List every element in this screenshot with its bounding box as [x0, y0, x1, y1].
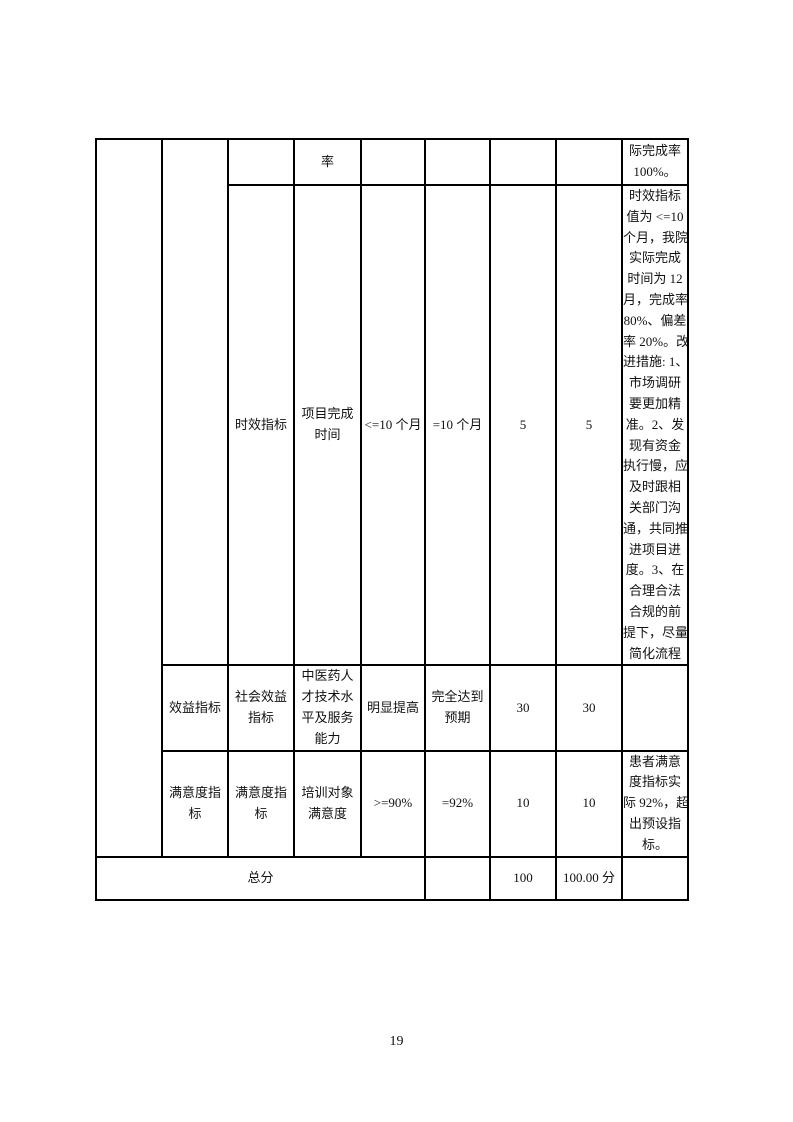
weight-score-cell: 10	[489, 749, 557, 858]
empty-cell	[621, 664, 689, 752]
weight-score-cell: 5	[489, 183, 557, 667]
table-row: 时效指标 项目完成 时间 <=10 个月 =10 个月 5 5 时效指标 值为 …	[96, 183, 689, 667]
empty-cell	[424, 138, 491, 186]
trainee-satisfaction-cell: 培训对象 满意度	[293, 749, 362, 858]
social-benefit-indicator-cell: 社会效益 指标	[227, 664, 295, 752]
timeliness-indicator-cell: 时效指标	[227, 183, 295, 667]
page-number: 19	[389, 1034, 404, 1049]
total-score-label-cell: 总分	[95, 855, 426, 901]
actual-value-cell: 完全达到 预期	[424, 664, 491, 752]
weight-score-cell: 30	[489, 664, 557, 752]
satisfaction-indicator-cell: 满意度指 标	[161, 749, 229, 858]
total-weight-cell: 100	[489, 855, 557, 901]
merged-empty-col2-cell	[161, 137, 229, 667]
earned-score-cell: 30	[555, 664, 623, 752]
empty-cell	[360, 138, 426, 186]
earned-score-cell: 10	[555, 749, 623, 858]
table-row: 总分 100 100.00 分	[95, 855, 689, 901]
total-score-value-cell: 100.00 分	[555, 855, 623, 901]
satisfaction-note-cell: 患者满意 度指标实 际 92%，超 出预设指 标。	[621, 749, 689, 858]
benefit-indicator-cell: 效益指标	[161, 664, 229, 752]
empty-cell	[555, 138, 623, 186]
target-value-cell: >=90%	[360, 749, 426, 858]
target-value-cell: 明显提高	[360, 664, 426, 752]
satisfaction-indicator-sub-cell: 满意度指 标	[227, 749, 295, 858]
deviation-analysis-cell: 时效指标 值为 <=10 个月，我院 实际完成 时间为 12 月，完成率 80%…	[621, 183, 689, 667]
target-value-cell: <=10 个月	[360, 183, 426, 667]
empty-cell	[621, 855, 689, 901]
table-row: 率 际完成率 100%。	[95, 137, 689, 858]
project-completion-time-cell: 项目完成 时间	[293, 183, 362, 667]
table-row: 满意度指 标 满意度指 标 培训对象 满意度 >=90% =92% 10 10 …	[96, 749, 689, 858]
merged-empty-col1-cell	[95, 138, 163, 858]
earned-score-cell: 5	[555, 183, 623, 667]
actual-value-cell: =92%	[424, 749, 491, 858]
rate-continuation-cell: 率	[293, 138, 362, 186]
performance-indicator-table: 率 际完成率 100%。 时效指标 项目完成 时间 <=10 个月 =10 个月…	[95, 137, 689, 901]
tcm-talent-capability-cell: 中医药人 才技术水 平及服务 能力	[293, 664, 362, 752]
actual-value-cell: =10 个月	[424, 183, 491, 667]
table-row: 效益指标 社会效益 指标 中医药人 才技术水 平及服务 能力 明显提高 完全达到…	[96, 664, 689, 752]
empty-cell	[424, 855, 491, 901]
empty-cell	[489, 138, 557, 186]
actual-completion-note-cell: 际完成率 100%。	[621, 138, 689, 186]
empty-cell	[227, 138, 295, 186]
